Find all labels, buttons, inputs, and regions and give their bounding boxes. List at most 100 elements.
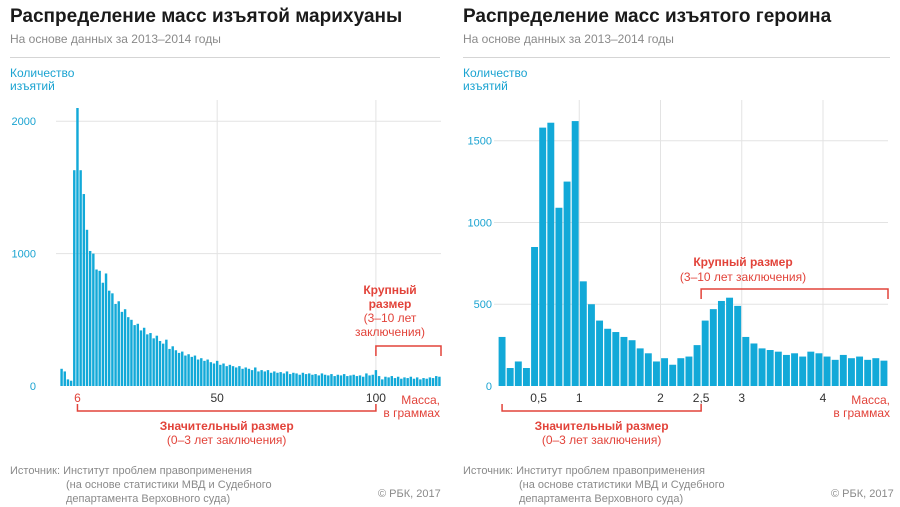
bar <box>149 333 152 386</box>
bracket-label: (3–10 лет <box>364 311 417 325</box>
bar <box>266 370 270 386</box>
bar <box>799 356 807 386</box>
bar <box>406 378 409 386</box>
bar <box>742 336 750 386</box>
bar <box>184 355 187 386</box>
bar <box>308 373 311 386</box>
divider <box>463 57 890 58</box>
bar <box>425 378 428 386</box>
bar <box>95 269 98 386</box>
bar <box>177 352 181 386</box>
bar <box>431 378 435 386</box>
x-tick-label: 0,5 <box>530 391 547 405</box>
bar <box>514 361 522 386</box>
bar <box>260 370 263 386</box>
bar <box>101 282 105 386</box>
x-axis-label: в граммах <box>383 406 440 420</box>
bar <box>758 348 766 386</box>
bar <box>636 348 644 386</box>
bar <box>734 305 742 386</box>
bar <box>333 376 336 386</box>
bar <box>298 374 301 386</box>
bar <box>244 367 247 386</box>
y-tick-label: 0 <box>30 381 36 393</box>
bar <box>377 376 381 386</box>
bar <box>387 377 390 386</box>
bar <box>604 328 612 386</box>
bar <box>823 356 831 386</box>
bar <box>872 358 880 386</box>
bar <box>346 376 349 386</box>
bracket-label: размер <box>369 297 412 311</box>
bar <box>864 359 872 386</box>
bracket-significant <box>501 404 702 412</box>
bar <box>212 363 216 386</box>
bar <box>839 354 847 386</box>
source-line: департамента Верховного суда) <box>519 493 684 505</box>
bar <box>384 376 387 386</box>
x-tick-label: 3 <box>738 391 745 405</box>
y-axis-label: Количество <box>463 66 528 80</box>
bar <box>136 323 139 386</box>
bar <box>88 250 92 386</box>
bar <box>701 320 709 386</box>
bar <box>750 343 758 386</box>
bar <box>419 379 422 386</box>
bracket-label: заключения) <box>355 325 425 339</box>
bar <box>279 372 282 386</box>
bar <box>314 374 317 386</box>
bar <box>76 108 79 386</box>
bar <box>323 374 327 386</box>
bar <box>161 343 165 386</box>
bar <box>349 375 352 386</box>
bar <box>200 358 203 386</box>
bar <box>717 300 725 386</box>
bar <box>273 371 276 386</box>
chart-subtitle: На основе данных за 2013–2014 годы <box>10 32 221 46</box>
bar <box>365 373 368 386</box>
bar <box>498 336 506 386</box>
bar <box>228 364 232 386</box>
bar <box>807 351 815 386</box>
y-tick-label: 500 <box>474 299 492 311</box>
bar <box>187 354 190 386</box>
bar <box>327 375 330 386</box>
bar <box>238 366 241 386</box>
bar <box>555 207 563 386</box>
bar <box>304 374 308 386</box>
bar <box>123 309 127 386</box>
bar <box>371 374 374 386</box>
bar <box>282 373 286 386</box>
bar <box>320 373 324 386</box>
source-line: Источник: Институт проблем правоприменен… <box>10 465 252 477</box>
bar <box>661 358 669 386</box>
source-line: департамента Верховного суда) <box>66 493 231 505</box>
bar <box>235 367 238 386</box>
bar <box>628 340 636 386</box>
bar <box>82 194 86 386</box>
bar <box>390 376 393 386</box>
bar <box>165 339 168 386</box>
bar <box>652 361 660 386</box>
x-axis-label: Масса, <box>851 393 890 407</box>
x-axis-label: Масса, <box>401 393 440 407</box>
bar <box>709 309 717 386</box>
bar <box>726 297 734 386</box>
bar <box>63 371 66 386</box>
bar <box>352 374 355 386</box>
bar <box>276 372 279 386</box>
bar <box>831 359 839 386</box>
bar <box>563 181 571 386</box>
bracket-label: (0–3 лет заключения) <box>542 433 662 447</box>
bar <box>438 376 441 386</box>
marijuana-panel: Распределение масс изъятой марихуаны На … <box>10 6 442 505</box>
bar <box>677 358 685 386</box>
bar <box>587 304 595 386</box>
y-tick-label: 1000 <box>468 217 492 229</box>
x-tick-label: 50 <box>210 391 224 405</box>
bar <box>522 368 530 386</box>
bar <box>847 358 855 386</box>
bar <box>92 253 95 386</box>
bar <box>295 373 298 386</box>
bar <box>358 375 362 386</box>
